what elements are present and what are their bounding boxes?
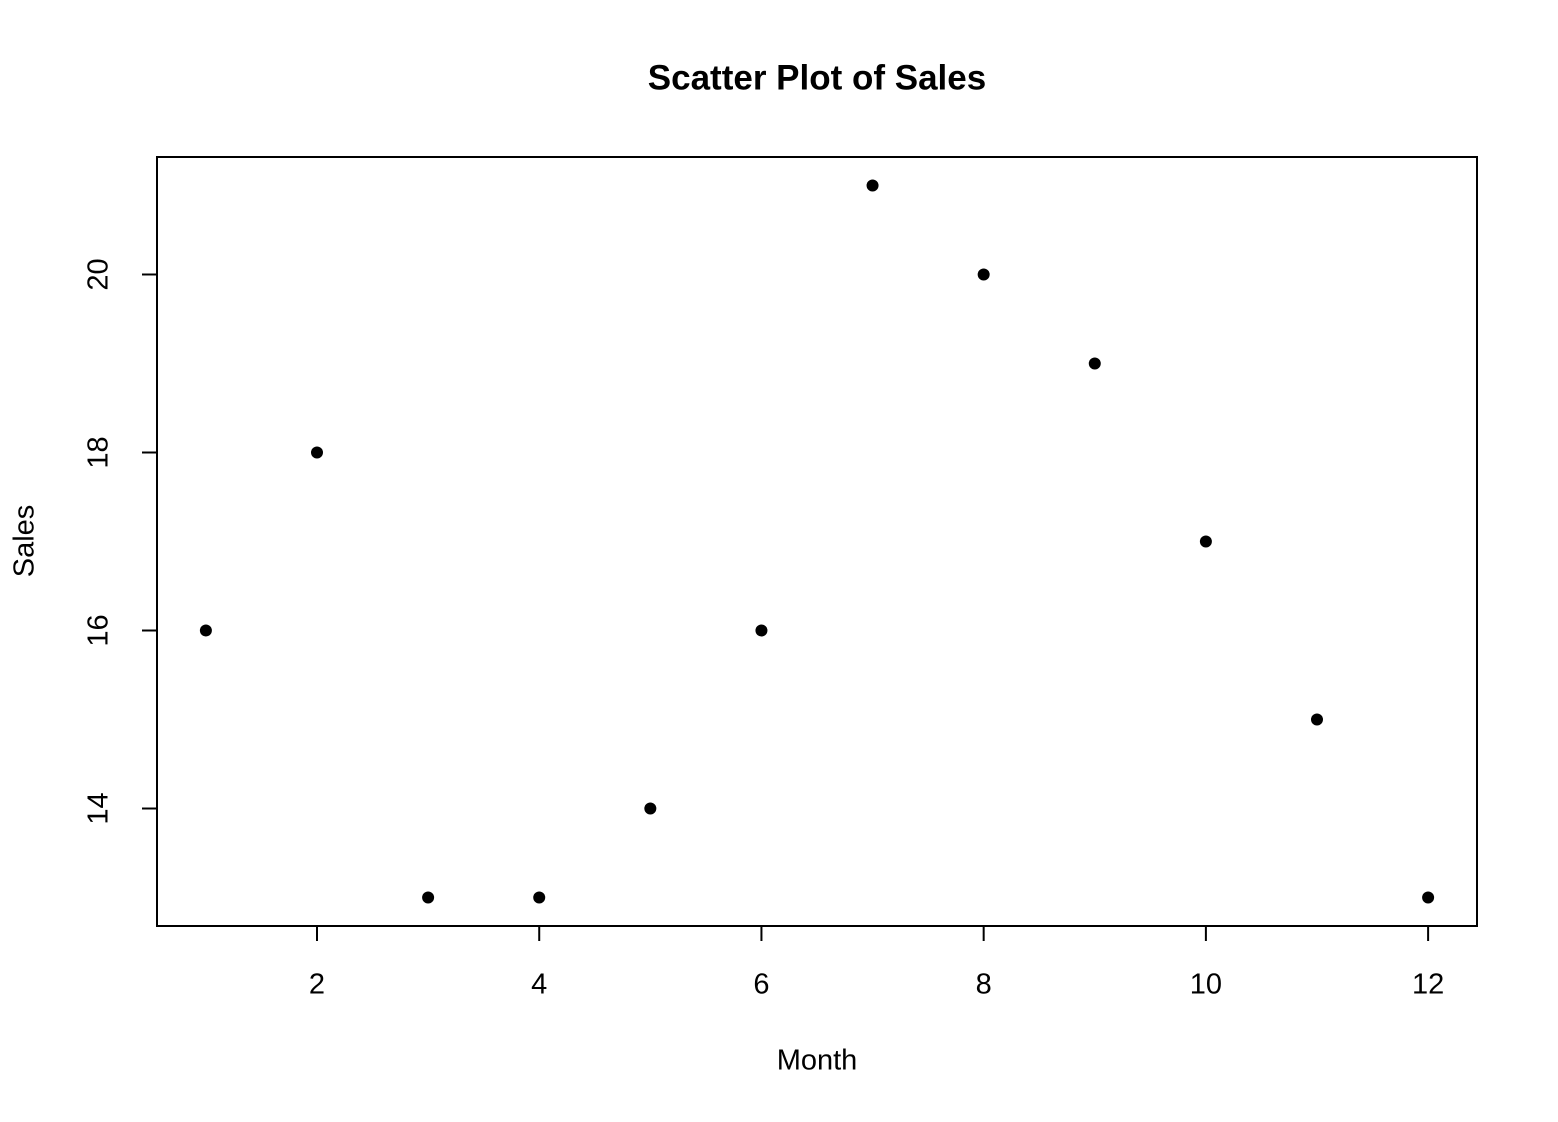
y-axis-label: Sales xyxy=(9,505,41,578)
point xyxy=(1311,713,1323,726)
x-tick-label: 6 xyxy=(753,969,769,1001)
point xyxy=(533,891,546,904)
y-tick-label: 16 xyxy=(83,614,115,646)
plot-frame xyxy=(156,156,1478,927)
x-tick-label: 2 xyxy=(309,969,325,1001)
y-tick-label: 18 xyxy=(83,436,115,468)
x-tick-label: 12 xyxy=(1412,969,1444,1001)
point xyxy=(199,624,212,637)
point xyxy=(866,179,879,192)
y-tick-label: 14 xyxy=(83,792,115,824)
x-tick-label: 8 xyxy=(976,969,992,1001)
x-tick-label: 10 xyxy=(1190,969,1222,1001)
point xyxy=(755,624,768,637)
point xyxy=(644,802,657,815)
chart-title: Scatter Plot of Sales xyxy=(648,58,986,97)
y-tick-label: 20 xyxy=(83,258,115,290)
x-tick-label: 4 xyxy=(531,969,547,1001)
point xyxy=(977,268,990,281)
point xyxy=(1199,535,1212,548)
point xyxy=(1088,357,1101,370)
point xyxy=(311,446,323,459)
point xyxy=(422,891,435,904)
point xyxy=(1422,891,1435,904)
x-axis-label: Month xyxy=(777,1045,858,1077)
